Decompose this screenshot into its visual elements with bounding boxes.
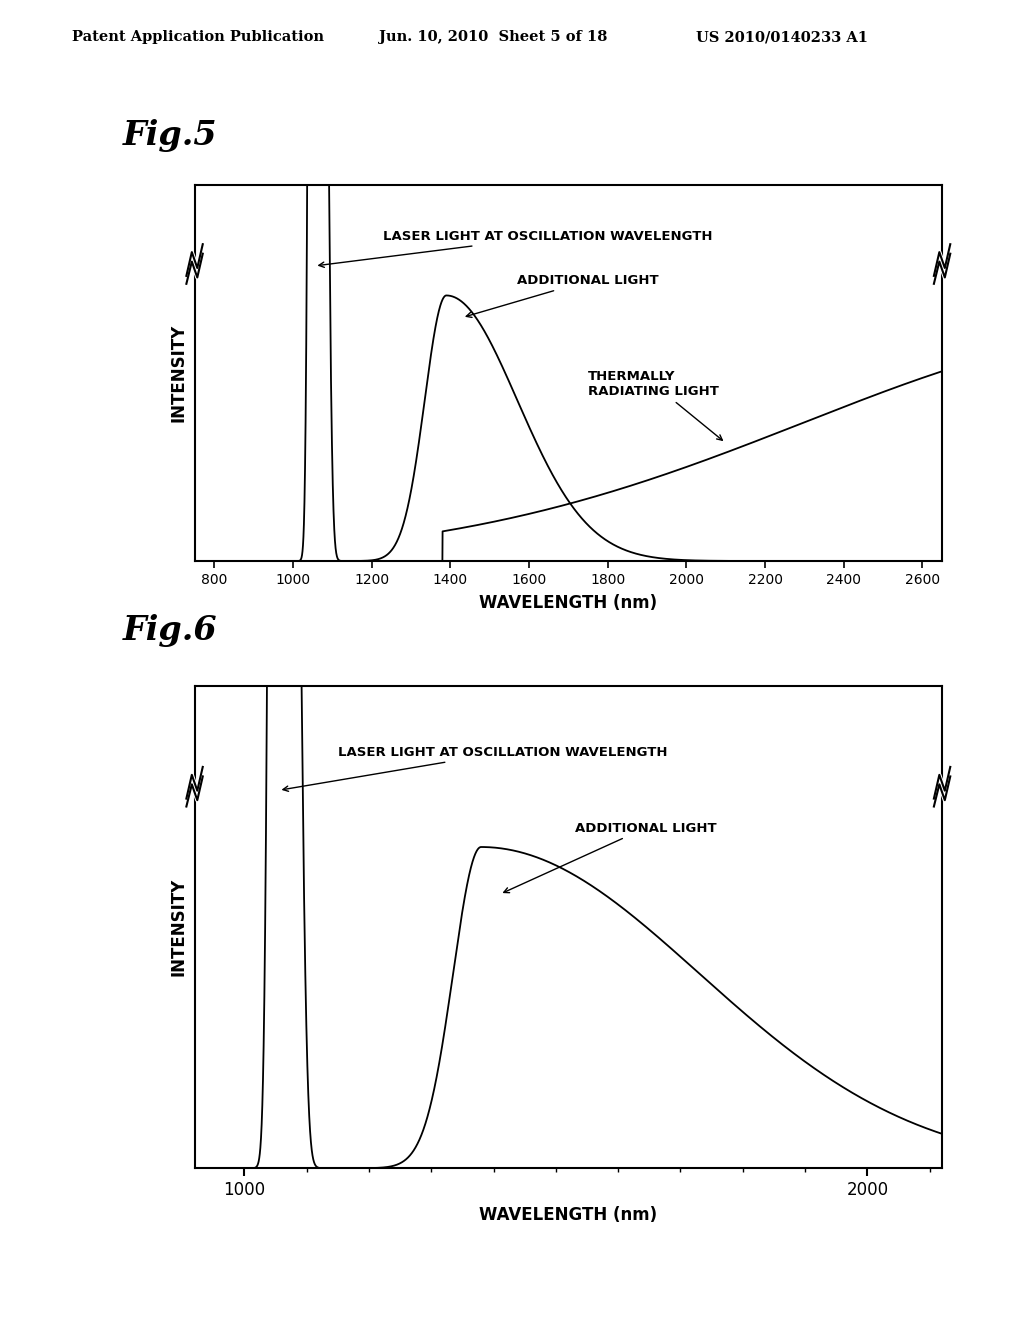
Text: LASER LIGHT AT OSCILLATION WAVELENGTH: LASER LIGHT AT OSCILLATION WAVELENGTH	[318, 230, 713, 268]
Text: Fig.5: Fig.5	[123, 119, 217, 152]
Text: LASER LIGHT AT OSCILLATION WAVELENGTH: LASER LIGHT AT OSCILLATION WAVELENGTH	[283, 746, 668, 791]
Text: Patent Application Publication: Patent Application Publication	[72, 30, 324, 45]
X-axis label: WAVELENGTH (nm): WAVELENGTH (nm)	[479, 594, 657, 611]
Y-axis label: INTENSITY: INTENSITY	[170, 323, 187, 422]
X-axis label: WAVELENGTH (nm): WAVELENGTH (nm)	[479, 1206, 657, 1225]
Text: THERMALLY
RADIATING LIGHT: THERMALLY RADIATING LIGHT	[588, 370, 722, 441]
Text: US 2010/0140233 A1: US 2010/0140233 A1	[696, 30, 868, 45]
Text: Fig.6: Fig.6	[123, 614, 217, 647]
Text: ADDITIONAL LIGHT: ADDITIONAL LIGHT	[466, 275, 658, 317]
Y-axis label: INTENSITY: INTENSITY	[170, 878, 187, 977]
Text: ADDITIONAL LIGHT: ADDITIONAL LIGHT	[504, 821, 716, 892]
Text: Jun. 10, 2010  Sheet 5 of 18: Jun. 10, 2010 Sheet 5 of 18	[379, 30, 607, 45]
